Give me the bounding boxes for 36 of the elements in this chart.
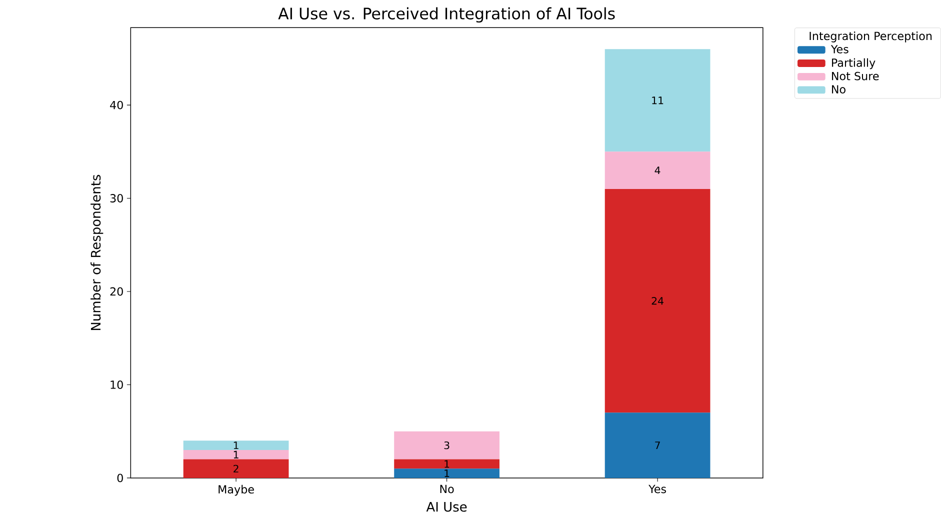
x-axis-title: AI Use xyxy=(426,502,467,512)
data-label: 1 xyxy=(444,460,450,468)
y-tick-label: 20 xyxy=(110,287,123,296)
chart-title: AI Use vs. Perceived Integration of AI Tools xyxy=(278,7,615,23)
bar xyxy=(394,431,500,460)
x-tick-label: Yes xyxy=(648,485,666,494)
bar xyxy=(183,440,289,450)
bar xyxy=(183,459,289,478)
bar xyxy=(604,189,710,413)
legend-label: Yes xyxy=(830,45,848,54)
data-label: 1 xyxy=(444,470,450,478)
legend-label: Not Sure xyxy=(832,72,879,80)
data-label: 1 xyxy=(234,450,238,458)
legend-title: Integration Perception xyxy=(810,32,932,42)
legend-label: No xyxy=(832,85,846,94)
data-label: 1 xyxy=(234,442,238,450)
y-tick-label: 0 xyxy=(117,474,123,482)
data-label: 3 xyxy=(444,442,450,450)
bar xyxy=(394,468,500,478)
bar xyxy=(604,49,710,152)
y-tick-label: 40 xyxy=(110,100,123,110)
bar xyxy=(604,412,710,478)
bar xyxy=(183,450,289,460)
data-label: 11 xyxy=(652,96,664,104)
x-tick-label: No xyxy=(440,485,454,494)
data-label: 7 xyxy=(655,442,660,450)
y-tick-label: 30 xyxy=(110,194,123,203)
bar xyxy=(604,152,710,190)
legend-label: Partially xyxy=(832,58,876,70)
data-label: 24 xyxy=(652,297,664,305)
bar xyxy=(394,459,500,469)
y-axis-title: Number of Respondents xyxy=(90,175,104,330)
data-label: 2 xyxy=(234,464,238,472)
data-label: 4 xyxy=(654,166,660,174)
y-tick-label: 10 xyxy=(110,380,123,390)
x-tick-label: Maybe xyxy=(218,484,254,496)
